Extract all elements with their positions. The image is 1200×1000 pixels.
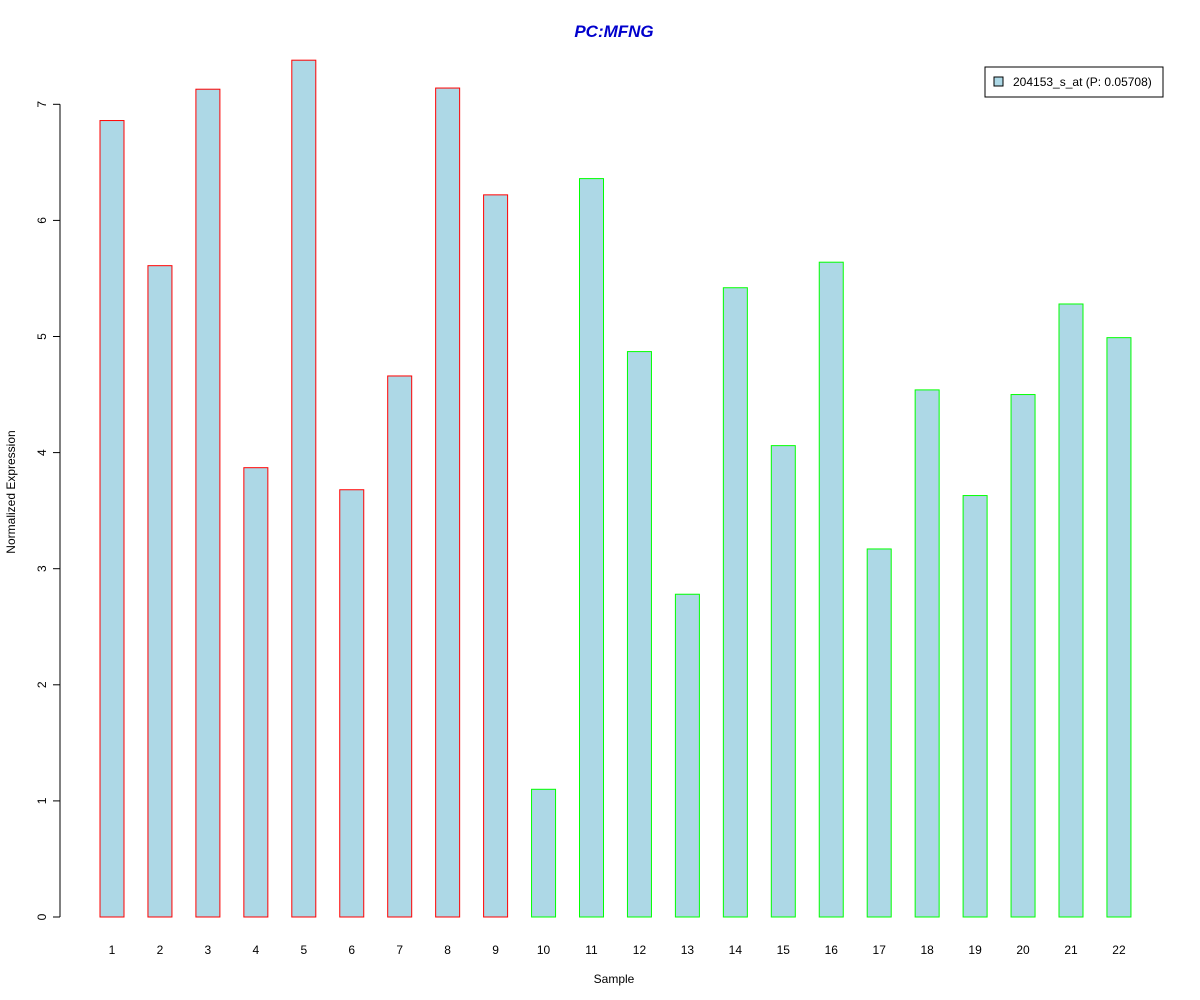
x-tick-label: 3 — [205, 943, 212, 957]
bar-sample-7 — [387, 375, 413, 918]
x-tick-label: 14 — [729, 943, 743, 957]
x-tick-label: 12 — [633, 943, 647, 957]
bar-sample-10 — [531, 788, 557, 918]
bar-sample-2 — [147, 265, 173, 918]
x-tick-label: 11 — [585, 943, 598, 957]
bar-sample-16 — [818, 261, 844, 918]
bar-sample-17 — [866, 548, 892, 918]
x-tick-label: 10 — [537, 943, 551, 957]
bar-sample-21 — [1058, 303, 1084, 918]
x-tick-label: 6 — [348, 943, 355, 957]
legend-swatch — [993, 76, 1004, 87]
x-tick-label: 7 — [396, 943, 403, 957]
y-tick-label: 2 — [35, 681, 49, 688]
x-tick-label: 2 — [157, 943, 164, 957]
x-tick-label: 16 — [825, 943, 839, 957]
y-tick-label: 3 — [35, 565, 49, 572]
x-tick-labels: 1 2 3 4 5 6 7 8 9 10 11 12 13 14 15 16 17 18 19 20 21 22 — [109, 943, 1126, 957]
legend-box — [984, 66, 1164, 98]
bar-sample-3 — [195, 88, 221, 918]
legend-label: 204153_s_at (P: 0.05708) — [1013, 75, 1152, 89]
x-tick-label: 13 — [681, 943, 695, 957]
bar-sample-12 — [626, 351, 652, 918]
bar-sample-22 — [1106, 337, 1132, 918]
x-tick-label: 4 — [253, 943, 260, 957]
x-tick-label: 9 — [492, 943, 499, 957]
bar-sample-6 — [339, 489, 365, 918]
y-tick-label: 1 — [35, 797, 49, 804]
bar-sample-5 — [291, 59, 317, 918]
y-tick-label: 5 — [35, 333, 49, 340]
x-tick-label: 5 — [300, 943, 307, 957]
bar-sample-20 — [1010, 394, 1036, 918]
bar-sample-14 — [722, 287, 748, 918]
bar-sample-8 — [435, 87, 461, 918]
x-tick-label: 18 — [920, 943, 934, 957]
legend: 204153_s_at (P: 0.05708) — [984, 66, 1164, 98]
y-tick-label: 6 — [35, 217, 49, 224]
y-tick-label: 7 — [35, 101, 49, 108]
x-tick-label: 22 — [1112, 943, 1126, 957]
bars-group — [99, 59, 1132, 918]
y-tick-label: 4 — [35, 449, 49, 456]
bar-sample-9 — [483, 194, 509, 918]
x-tick-label: 20 — [1016, 943, 1030, 957]
x-tick-label: 17 — [873, 943, 887, 957]
x-tick-label: 21 — [1064, 943, 1078, 957]
bar-sample-1 — [99, 120, 125, 918]
y-axis: 0 1 2 3 4 5 6 7 — [35, 101, 61, 920]
x-tick-label: 15 — [777, 943, 791, 957]
bar-sample-13 — [674, 593, 700, 918]
x-tick-label: 8 — [444, 943, 451, 957]
bar-sample-15 — [770, 445, 796, 918]
x-tick-label: 1 — [109, 943, 116, 957]
bar-sample-11 — [579, 178, 604, 918]
bar-sample-18 — [914, 389, 940, 918]
bar-sample-19 — [962, 495, 988, 918]
y-axis-label: Normalized Expression — [4, 430, 18, 553]
x-axis-label: Sample — [594, 972, 635, 986]
chart-title: PC:MFNG — [574, 22, 653, 41]
bar-sample-4 — [243, 467, 269, 918]
x-tick-label: 19 — [968, 943, 982, 957]
y-tick-label: 0 — [35, 913, 49, 920]
